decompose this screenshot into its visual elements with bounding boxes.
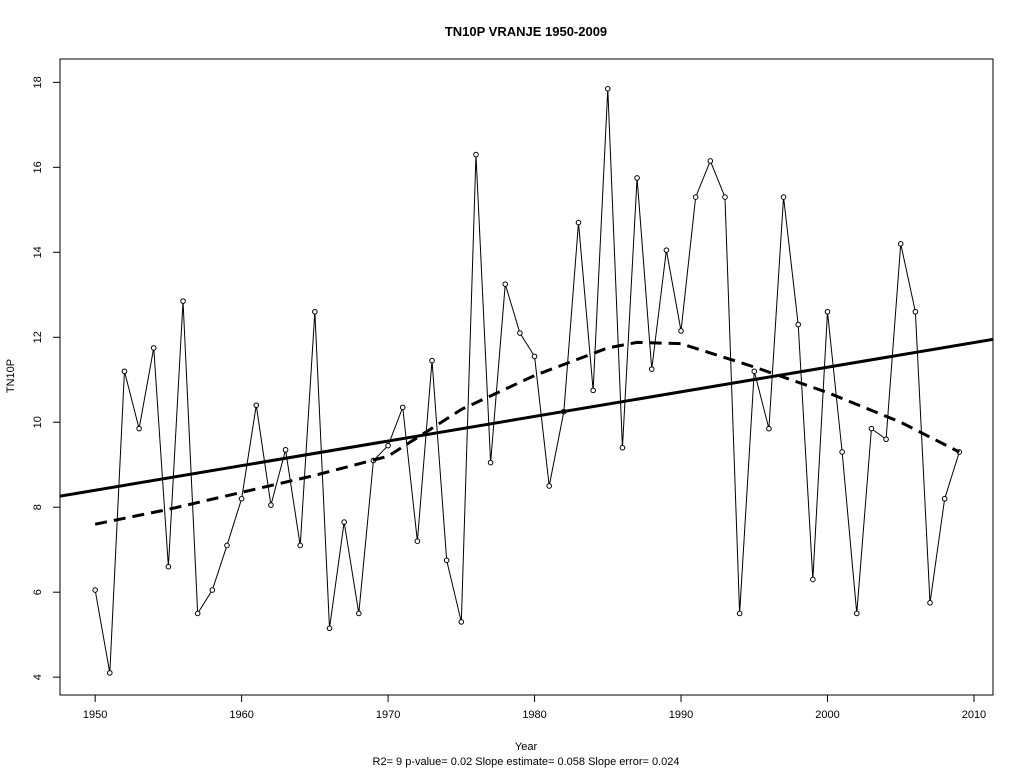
data-point-2008 [941, 495, 948, 502]
data-point-1957 [194, 610, 201, 617]
data-point-1999 [810, 576, 816, 583]
data-point-1996 [766, 425, 772, 432]
y-tick-label-10: 10 [32, 416, 44, 428]
x-tick-label-1990: 1990 [669, 709, 693, 721]
data-point-1950 [92, 587, 98, 593]
data-point-1973 [429, 357, 435, 364]
data-point-1952 [121, 368, 128, 375]
data-point-1975 [458, 619, 465, 625]
data-point-2002 [853, 610, 860, 617]
stats-line: R2= 9 p-value= 0.02 Slope estimate= 0.05… [373, 756, 680, 768]
data-point-1981 [546, 483, 553, 489]
data-point-2003 [868, 425, 875, 432]
trend-line [60, 337, 993, 498]
data-point-1988 [648, 366, 655, 372]
data-point-1998 [795, 321, 801, 328]
data-point-1958 [209, 587, 216, 593]
y-tick-label-16: 16 [32, 161, 44, 173]
data-point-1997 [780, 194, 787, 200]
data-point-2000 [824, 308, 831, 315]
x-tick-label-1980: 1980 [522, 709, 546, 721]
smoothed-curve [94, 340, 960, 526]
data-point-1984 [590, 387, 596, 394]
data-point-1990 [678, 328, 684, 334]
x-tick-label-1970: 1970 [376, 709, 400, 721]
data-point-1989 [663, 247, 670, 253]
data-point-2006 [912, 308, 919, 315]
data-point-1979 [517, 330, 523, 336]
data-point-1961 [253, 402, 260, 409]
data-point-1995 [751, 368, 758, 375]
data-point-1985 [604, 85, 611, 92]
data-point-1986 [619, 444, 626, 451]
y-axis-label: TN10P [5, 359, 17, 393]
x-tick-label-2010: 2010 [962, 709, 986, 721]
x-tick-label-1950: 1950 [83, 709, 107, 721]
data-point-2007 [927, 600, 933, 606]
data-point-1976 [473, 151, 479, 158]
data-point-1987 [634, 175, 640, 181]
x-axis: 1950 1960 1970 1980 1990 2000 2010 [83, 695, 986, 721]
y-tick-label-8: 8 [32, 504, 44, 510]
data-point-1963 [282, 447, 289, 453]
data-point-2005 [897, 241, 904, 247]
data-point-1980 [531, 353, 538, 360]
data-point-1992 [707, 158, 714, 164]
data-point-1965 [312, 308, 318, 315]
data-point-1977 [487, 459, 494, 466]
data-point-1994 [736, 610, 743, 617]
data-point-1978 [502, 281, 509, 287]
y-tick-label-18: 18 [32, 76, 44, 88]
data-point-1974 [443, 557, 450, 564]
data-point-1972 [414, 538, 421, 545]
data-point-1993 [722, 194, 728, 200]
x-axis-label: Year [515, 741, 538, 753]
data-point-1951 [106, 670, 113, 676]
data-point-1966 [326, 625, 333, 632]
data-point-1953 [136, 425, 142, 432]
data-point-1956 [180, 298, 186, 304]
data-point-1960 [238, 495, 245, 502]
chart-title: TN10P VRANJE 1950-2009 [445, 24, 607, 39]
y-tick-label-6: 6 [32, 589, 44, 595]
series-observed-line [94, 88, 960, 673]
data-point-1983 [575, 219, 582, 226]
data-point-1970 [385, 442, 391, 449]
y-tick-label-14: 14 [32, 246, 44, 258]
data-point-1962 [268, 502, 274, 508]
series-observed-points [92, 85, 963, 676]
x-tick-label-1960: 1960 [229, 709, 253, 721]
data-point-1959 [224, 542, 230, 549]
data-point-1991 [692, 194, 699, 200]
y-axis: 4 6 8 10 12 14 16 18 [32, 76, 60, 680]
plot-area [60, 85, 993, 676]
data-point-1955 [165, 563, 172, 570]
data-point-1971 [399, 404, 406, 411]
data-point-2004 [883, 436, 889, 443]
data-point-1954 [150, 345, 157, 351]
y-tick-label-4: 4 [32, 674, 44, 680]
plot-frame [59, 58, 994, 696]
data-point-1968 [355, 610, 362, 617]
data-point-1967 [341, 519, 347, 525]
x-tick-label-2000: 2000 [815, 709, 839, 721]
y-tick-label-12: 12 [32, 331, 44, 343]
data-point-2001 [839, 449, 845, 455]
data-point-1964 [297, 542, 304, 549]
